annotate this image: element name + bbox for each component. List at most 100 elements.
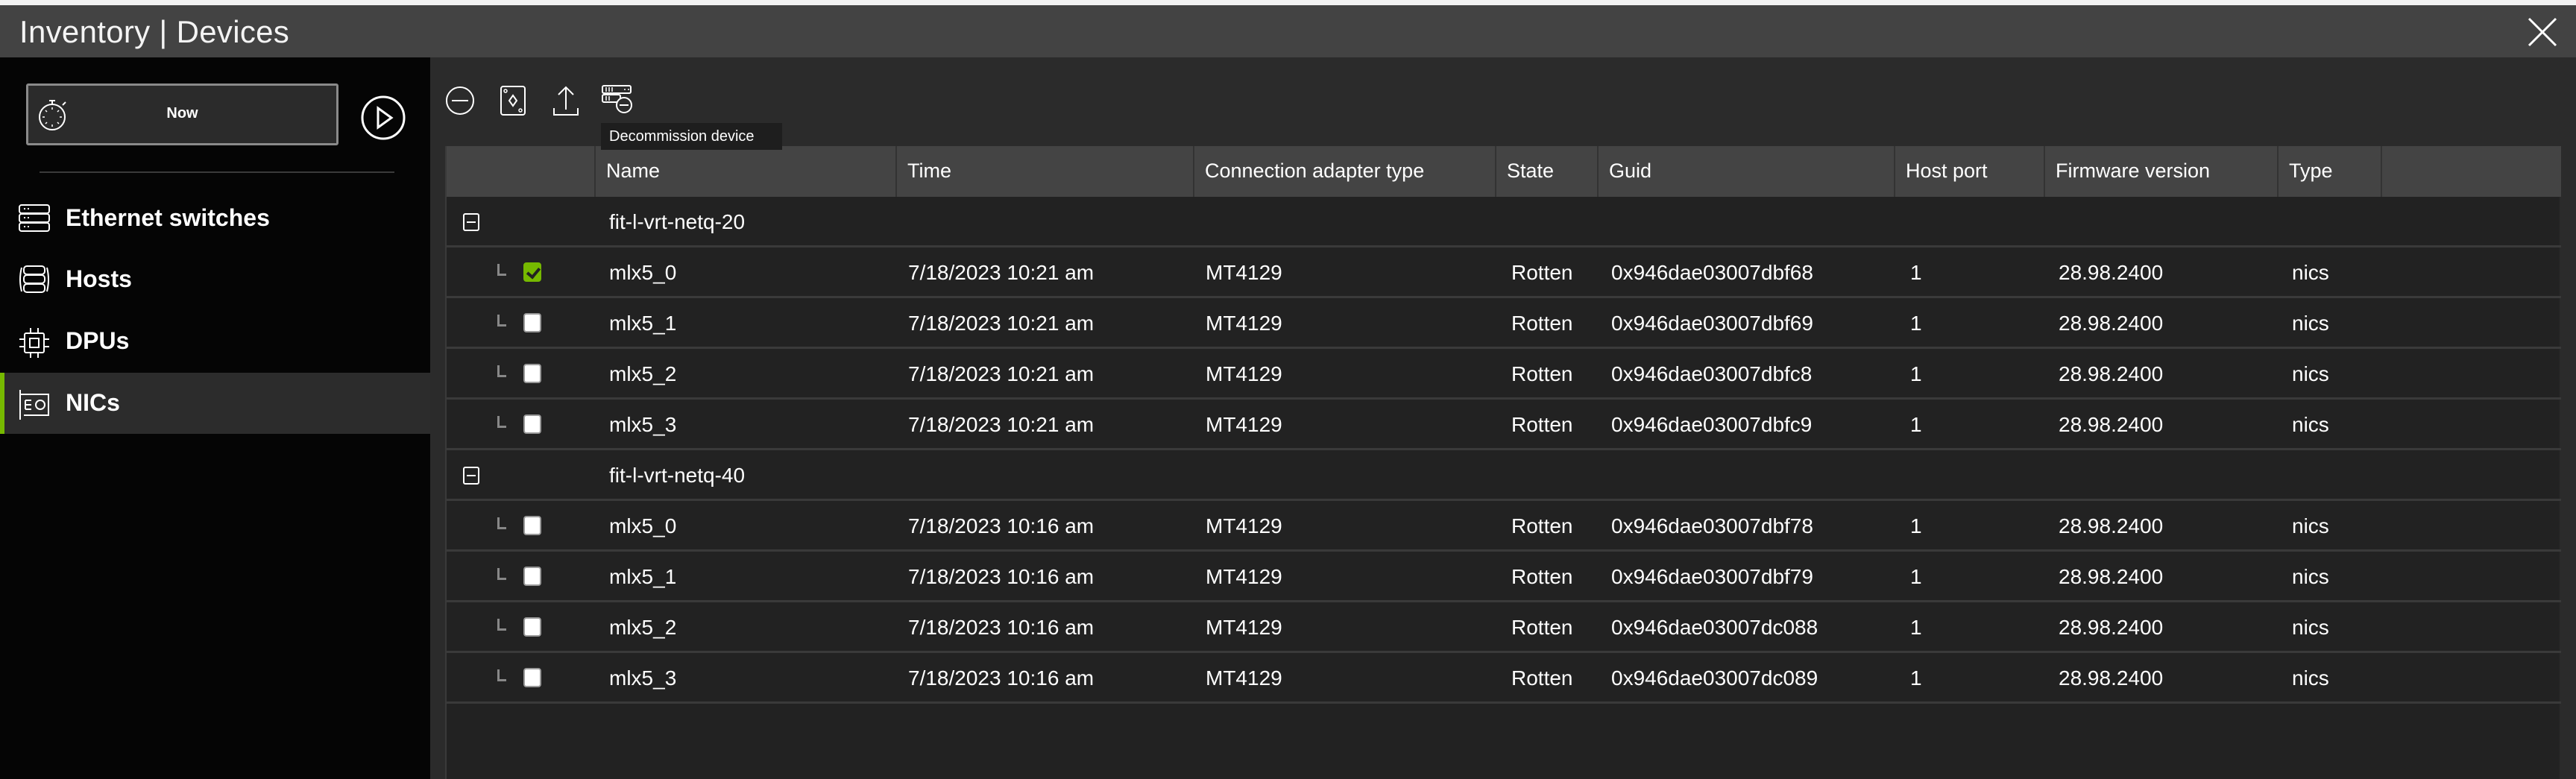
row-checkbox[interactable] [523, 617, 541, 637]
sidebar-item-ethernet-switches[interactable]: Ethernet switches [0, 188, 430, 249]
column-header[interactable] [447, 146, 594, 197]
cell-guid: 0x946dae03007dbf78 [1611, 514, 1813, 537]
collapse-group-icon[interactable] [463, 467, 479, 485]
row-checkbox[interactable] [523, 414, 541, 434]
cell-time: 7/18/2023 10:21 am [908, 261, 1095, 284]
nic-icon [19, 390, 49, 420]
cell-adapter: MT4129 [1206, 312, 1282, 335]
row-checkbox[interactable] [523, 313, 541, 332]
cell-type: nics [2292, 261, 2329, 284]
cell-name: mlx5_2 [609, 362, 677, 385]
export-icon[interactable] [549, 84, 582, 117]
tree-branch-icon [497, 517, 506, 529]
cell-firmware: 28.98.2400 [2059, 666, 2164, 690]
column-header[interactable]: Guid [1597, 146, 1894, 197]
hosts-icon [19, 265, 49, 293]
tree-branch-icon [497, 619, 506, 631]
cell-firmware: 28.98.2400 [2059, 261, 2164, 284]
row-checkbox[interactable] [523, 364, 541, 383]
group-row[interactable]: fit-l-vrt-netq-20 [447, 197, 2561, 247]
cell-state: Rotten [1511, 261, 1573, 284]
card-icon[interactable] [497, 84, 529, 117]
sidebar-item-dpus[interactable]: DPUs [0, 311, 430, 372]
cell-adapter: MT4129 [1206, 413, 1282, 436]
cell-type: nics [2292, 666, 2329, 690]
cell-state: Rotten [1511, 666, 1573, 690]
cell-guid: 0x946dae03007dc089 [1611, 666, 1818, 690]
column-header[interactable]: Connection adapter type [1193, 146, 1495, 197]
cell-time: 7/18/2023 10:21 am [908, 362, 1095, 385]
cell-guid: 0x946dae03007dbf69 [1611, 312, 1813, 335]
tree-branch-icon [497, 568, 506, 580]
group-row[interactable]: fit-l-vrt-netq-40 [447, 450, 2561, 501]
window-top-edge [0, 0, 2576, 5]
cell-firmware: 28.98.2400 [2059, 565, 2164, 588]
cell-time: 7/18/2023 10:16 am [908, 616, 1095, 639]
group-name: fit-l-vrt-netq-40 [609, 464, 746, 487]
table-row[interactable]: mlx5_2 7/18/2023 10:21 am MT4129 Rotten 0x94… [447, 349, 2561, 400]
cell-firmware: 28.98.2400 [2059, 312, 2164, 335]
column-header[interactable]: Host port [1894, 146, 2044, 197]
cell-name: mlx5_3 [609, 666, 677, 690]
sidebar-item-hosts[interactable]: Hosts [0, 249, 430, 310]
play-icon[interactable] [360, 95, 406, 141]
row-checkbox[interactable] [523, 516, 541, 535]
collapse-all-icon[interactable] [444, 84, 476, 117]
column-header[interactable]: Time [895, 146, 1193, 197]
cell-adapter: MT4129 [1206, 362, 1282, 385]
table-row[interactable]: mlx5_0 7/18/2023 10:21 am MT4129 Rotten 0x94… [447, 247, 2561, 298]
cell-adapter: MT4129 [1206, 565, 1282, 588]
sidebar-divider [40, 171, 394, 173]
time-picker-button[interactable]: Now [26, 83, 338, 145]
cell-host-port: 1 [1910, 312, 1922, 335]
cell-adapter: MT4129 [1206, 514, 1282, 537]
table-row[interactable]: mlx5_3 7/18/2023 10:16 am MT4129 Rotten 0x94… [447, 653, 2561, 704]
table-row[interactable]: mlx5_1 7/18/2023 10:16 am MT4129 Rotten 0x94… [447, 552, 2561, 602]
cell-time: 7/18/2023 10:21 am [908, 413, 1095, 436]
decommission-icon[interactable] [601, 84, 634, 117]
tree-branch-icon [497, 669, 506, 681]
collapse-group-icon[interactable] [463, 213, 479, 231]
cell-name: mlx5_2 [609, 616, 677, 639]
table-row[interactable]: mlx5_1 7/18/2023 10:21 am MT4129 Rotten 0x94… [447, 298, 2561, 349]
cell-host-port: 1 [1910, 261, 1922, 284]
sidebar-item-nics[interactable]: NICs [0, 373, 430, 434]
row-checkbox[interactable] [523, 668, 541, 687]
column-header[interactable]: Firmware version [2044, 146, 2277, 197]
stopwatch-icon [39, 100, 66, 130]
cell-name: mlx5_0 [609, 514, 677, 537]
cell-firmware: 28.98.2400 [2059, 616, 2164, 639]
table-row[interactable]: mlx5_2 7/18/2023 10:16 am MT4129 Rotten 0x94… [447, 602, 2561, 653]
column-header[interactable]: Type [2277, 146, 2381, 197]
cell-guid: 0x946dae03007dbf68 [1611, 261, 1813, 284]
sidebar-item-label: DPUs [66, 327, 130, 354]
scrollbar[interactable] [2560, 146, 2576, 779]
cell-name: mlx5_1 [609, 565, 677, 588]
cell-guid: 0x946dae03007dbfc8 [1611, 362, 1813, 385]
cell-state: Rotten [1511, 514, 1573, 537]
cell-name: mlx5_0 [609, 261, 677, 284]
table-row[interactable]: mlx5_3 7/18/2023 10:21 am MT4129 Rotten 0x94… [447, 400, 2561, 450]
column-header[interactable] [2381, 146, 2561, 197]
cell-host-port: 1 [1910, 565, 1922, 588]
cell-adapter: MT4129 [1206, 616, 1282, 639]
column-header[interactable]: State [1495, 146, 1597, 197]
cell-state: Rotten [1511, 616, 1573, 639]
tree-branch-icon [497, 416, 506, 428]
close-icon[interactable] [2526, 16, 2559, 48]
cell-time: 7/18/2023 10:21 am [908, 312, 1095, 335]
cell-state: Rotten [1511, 565, 1573, 588]
cell-time: 7/18/2023 10:16 am [908, 666, 1095, 690]
table-row[interactable]: mlx5_0 7/18/2023 10:16 am MT4129 Rotten 0x94… [447, 501, 2561, 552]
cell-adapter: MT4129 [1206, 261, 1282, 284]
row-checkbox[interactable] [523, 567, 541, 586]
sidebar-item-label: Ethernet switches [66, 204, 270, 231]
cell-time: 7/18/2023 10:16 am [908, 565, 1095, 588]
cell-type: nics [2292, 362, 2329, 385]
column-header[interactable]: Name [594, 146, 895, 197]
cell-type: nics [2292, 514, 2329, 537]
row-checkbox[interactable] [523, 262, 541, 282]
cell-host-port: 1 [1910, 616, 1922, 639]
cell-state: Rotten [1511, 312, 1573, 335]
cell-state: Rotten [1511, 362, 1573, 385]
